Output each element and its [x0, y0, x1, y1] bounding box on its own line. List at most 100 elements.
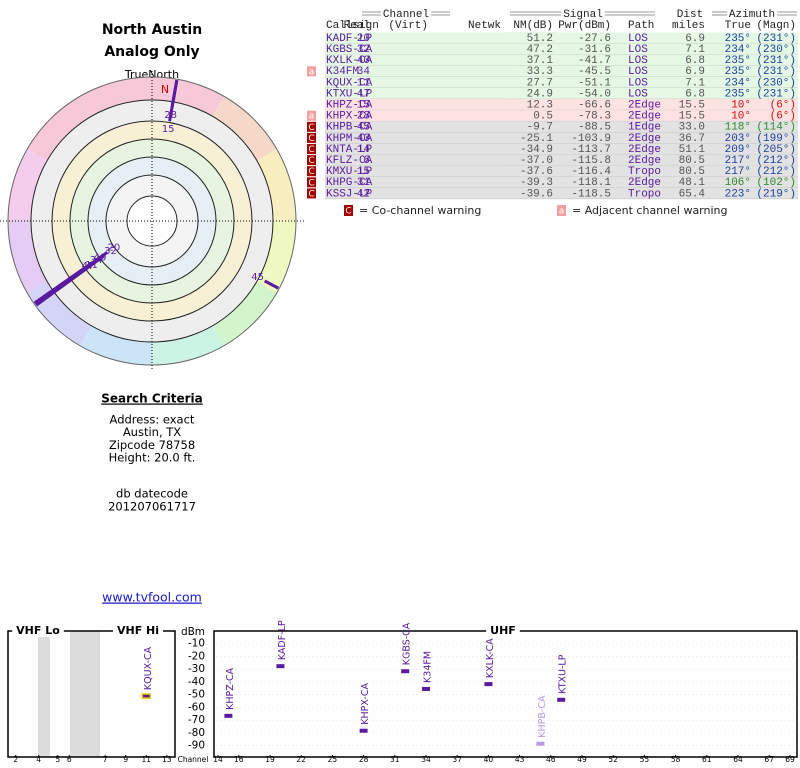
group-header: Dist	[677, 9, 703, 21]
row-bg	[325, 99, 798, 111]
cell-nm: 12.3	[527, 100, 553, 112]
search-line: Address: exact	[110, 413, 195, 427]
co-icon: C	[345, 207, 351, 217]
signal-marker	[422, 686, 430, 691]
cell-magn: (231°)	[756, 88, 796, 100]
x-tick-label: 16	[234, 755, 244, 764]
group-header: Channel	[383, 9, 429, 21]
signal-marker	[359, 728, 368, 733]
x-tick-label: 9	[123, 755, 128, 764]
site-link[interactable]: www.tvfool.com	[102, 590, 202, 605]
signal-marker	[401, 669, 410, 674]
marker-label: KHPB-CA	[537, 695, 548, 738]
cell-nm: 47.2	[527, 44, 553, 56]
polar-plot: N281520323440114745	[0, 71, 304, 371]
cell-real: 31	[357, 177, 371, 189]
row-bg	[325, 110, 798, 122]
cell-dist: 80.5	[679, 155, 705, 167]
ray-label: 45	[251, 272, 264, 283]
station-ray	[35, 268, 86, 307]
cell-true: 106°	[725, 177, 751, 189]
marker-label: KTXU-LP	[558, 654, 569, 693]
row-bg	[325, 54, 798, 66]
cell-real: 11	[357, 77, 371, 89]
cell-callsign: KNTA-LP	[326, 144, 373, 156]
cell-real: 15	[357, 166, 370, 178]
cell-magn: (231°)	[756, 55, 796, 67]
cell-true: 235°	[725, 55, 751, 67]
cell-real: 40	[357, 133, 370, 145]
cell-real: 40	[357, 55, 370, 67]
cell-nm: 51.2	[527, 33, 553, 45]
uhf-frame	[213, 630, 798, 758]
y-tick-label: -20	[188, 650, 205, 662]
cell-callsign: KGBS-CA	[326, 44, 373, 56]
cell-path: Tropo	[628, 166, 661, 178]
marker-label: KHPZ-CA	[225, 667, 236, 710]
gap-band	[70, 631, 100, 757]
spectrum-chart: -10-20-30-40-50-60-70-80-90 dBm VHF Lo VHF …	[7, 620, 798, 764]
cell-path: LOS	[628, 44, 648, 56]
row-bg	[325, 88, 798, 100]
x-tick-label: 49	[577, 755, 587, 764]
column-header: NM(dB)	[513, 20, 553, 32]
title: North Austin	[102, 22, 202, 38]
cell-path: 2Edge	[628, 111, 661, 123]
marker-label: KXLK-CA	[485, 638, 496, 678]
y-tick-label: -80	[188, 727, 205, 739]
ray-label: 40	[94, 252, 107, 263]
cell-nm: -25.1	[520, 133, 553, 145]
marker-label: KGBS-CA	[402, 622, 413, 665]
gap-band	[38, 631, 50, 757]
cell-callsign: KFLZ-CA	[326, 155, 373, 167]
warning-icon-bg	[307, 66, 316, 77]
station-ray	[263, 279, 279, 290]
datecode: 201207061717	[108, 500, 196, 514]
adj-text: = Adjacent channel warning	[572, 204, 728, 217]
adj-icon-bg	[557, 205, 566, 216]
x-tick-label: 6	[67, 755, 72, 764]
x-tick-label: 4	[36, 755, 41, 764]
y-tick-label: -50	[188, 689, 205, 701]
cell-dist: 6.9	[685, 33, 705, 45]
cell-nm: -39.6	[520, 188, 553, 200]
y-tick-label: -40	[188, 676, 205, 688]
warning-icon-bg	[307, 132, 316, 143]
signal-marker	[141, 693, 152, 699]
cell-nm: -9.7	[527, 122, 553, 134]
ray-label: 15	[162, 124, 175, 135]
cell-pwr: -66.6	[578, 100, 611, 112]
cell-path: 2Edge	[628, 133, 661, 145]
cell-nm: 33.3	[527, 66, 553, 78]
x-tick-label: 40	[484, 755, 494, 764]
cell-callsign: KSSJ-LP	[326, 188, 373, 200]
x-tick-label: 43	[515, 755, 525, 764]
x-axis-label: Channel	[178, 755, 209, 764]
station-ray	[168, 79, 179, 122]
warning-icon-bg	[307, 155, 316, 166]
cell-magn: (6°)	[770, 100, 796, 112]
cell-dist: 80.5	[679, 166, 705, 178]
x-tick-label: 22	[296, 755, 306, 764]
search-title: Search Criteria	[101, 392, 202, 406]
row-bg	[325, 65, 798, 77]
group-header: Signal	[563, 9, 603, 21]
ray-label: 47	[82, 261, 95, 272]
cell-path: LOS	[628, 55, 648, 67]
x-tick-label: 25	[328, 755, 338, 764]
x-tick-label: 2	[13, 755, 18, 764]
x-tick-label: 58	[671, 755, 681, 764]
cell-true: 235°	[725, 33, 751, 45]
cell-real: 34	[357, 66, 371, 78]
x-tick-label: 46	[546, 755, 556, 764]
y-tick-label: -10	[188, 638, 205, 650]
cell-true: 217°	[725, 155, 751, 167]
cell-real: 45	[357, 122, 370, 134]
column-header: (Virt)	[388, 20, 428, 32]
x-tick-label: 14	[213, 755, 223, 764]
column-header: Path	[628, 20, 654, 32]
cell-callsign: KHPM-CA	[326, 133, 373, 145]
cell-nm: 37.1	[527, 55, 554, 67]
band-label: VHF Lo	[16, 624, 60, 637]
cell-real: 14	[357, 144, 371, 156]
